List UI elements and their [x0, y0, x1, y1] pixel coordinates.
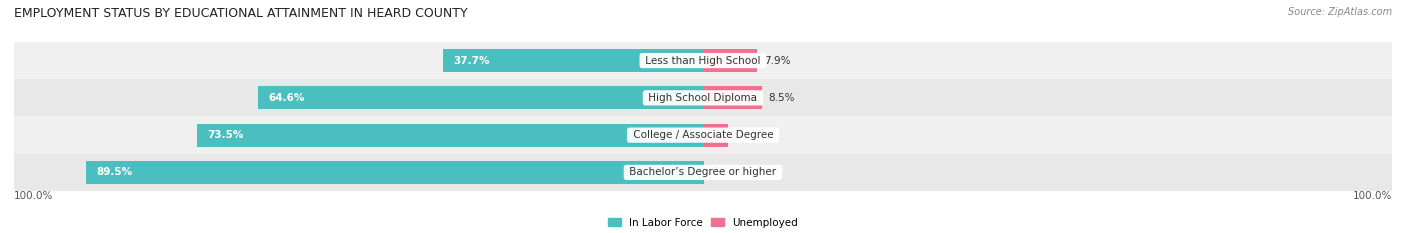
Bar — [443, 49, 703, 72]
Bar — [703, 49, 758, 72]
Text: College / Associate Degree: College / Associate Degree — [630, 130, 776, 140]
Bar — [14, 154, 1392, 191]
Text: 0.2%: 0.2% — [711, 168, 738, 177]
Bar — [703, 86, 762, 110]
Text: 64.6%: 64.6% — [269, 93, 305, 103]
Bar — [14, 79, 1392, 116]
Text: High School Diploma: High School Diploma — [645, 93, 761, 103]
Bar — [703, 123, 728, 147]
Text: Less than High School: Less than High School — [643, 56, 763, 65]
Text: 3.7%: 3.7% — [735, 130, 762, 140]
Text: 8.5%: 8.5% — [769, 93, 794, 103]
Bar — [14, 42, 1392, 79]
Bar — [14, 116, 1392, 154]
Bar — [197, 123, 703, 147]
Text: 100.0%: 100.0% — [1353, 191, 1392, 201]
Text: 73.5%: 73.5% — [207, 130, 243, 140]
Text: Source: ZipAtlas.com: Source: ZipAtlas.com — [1288, 7, 1392, 17]
Text: EMPLOYMENT STATUS BY EDUCATIONAL ATTAINMENT IN HEARD COUNTY: EMPLOYMENT STATUS BY EDUCATIONAL ATTAINM… — [14, 7, 468, 20]
Text: 89.5%: 89.5% — [97, 168, 132, 177]
Bar — [86, 161, 703, 184]
Bar — [257, 86, 703, 110]
Text: 100.0%: 100.0% — [14, 191, 53, 201]
Text: Bachelor’s Degree or higher: Bachelor’s Degree or higher — [626, 168, 780, 177]
Legend: In Labor Force, Unemployed: In Labor Force, Unemployed — [609, 218, 797, 228]
Text: 37.7%: 37.7% — [454, 56, 491, 65]
Text: 7.9%: 7.9% — [765, 56, 790, 65]
